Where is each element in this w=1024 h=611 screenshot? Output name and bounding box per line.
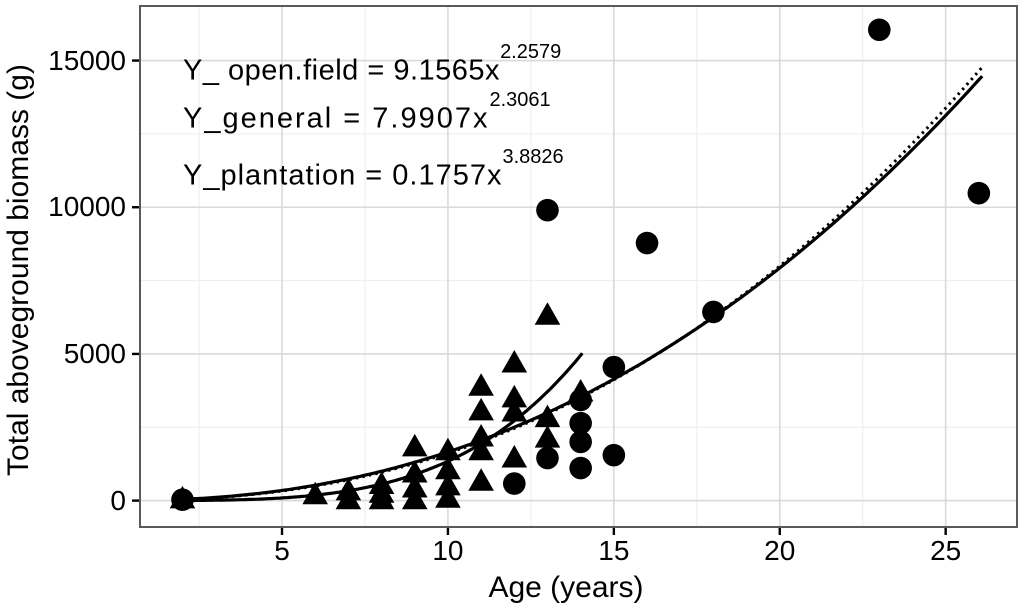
data-point-circle bbox=[569, 456, 592, 480]
y-tick-label: 0 bbox=[110, 484, 126, 516]
data-point-triangle bbox=[501, 384, 528, 408]
data-point-circle bbox=[569, 430, 592, 454]
data-point-circle bbox=[502, 472, 526, 495]
data-point-triangle bbox=[501, 350, 528, 373]
data-point-triangle bbox=[435, 472, 461, 496]
equation-open-field-exponent: 2.2579 bbox=[500, 41, 562, 63]
data-point-triangle bbox=[567, 379, 594, 402]
data-point-triangle bbox=[534, 404, 561, 428]
equation-general-body: Y_general = 7.9907x bbox=[183, 102, 490, 135]
x-tick-label: 20 bbox=[764, 535, 796, 566]
equation-general: Y_general = 7.9907x2.3061 bbox=[183, 89, 551, 136]
data-point-circle bbox=[967, 181, 991, 205]
x-tick-label: 15 bbox=[598, 535, 630, 566]
data-point-triangle bbox=[468, 397, 494, 421]
data-point-triangle bbox=[468, 437, 494, 461]
data-point-triangle bbox=[401, 433, 428, 457]
data-point-circle bbox=[536, 446, 559, 470]
data-point-triangle bbox=[401, 460, 428, 483]
data-point-triangle bbox=[401, 486, 428, 510]
data-point-triangle bbox=[534, 425, 561, 448]
data-point-triangle bbox=[501, 445, 528, 468]
data-point-circle bbox=[635, 231, 659, 255]
x-tick-label: 25 bbox=[930, 535, 962, 566]
x-tick-label: 10 bbox=[432, 535, 464, 566]
equation-plantation-exponent: 3.8826 bbox=[502, 146, 564, 168]
data-point-triangle bbox=[302, 481, 329, 505]
equation-open-field: Y_ open.field = 9.1565x2.2579 bbox=[183, 41, 561, 88]
data-point-triangle bbox=[468, 423, 494, 447]
y-tick-label: 5000 bbox=[63, 337, 126, 369]
data-point-triangle bbox=[335, 486, 362, 510]
data-point-triangle bbox=[169, 485, 196, 509]
equation-plantation-body: Y_plantation = 0.1757x bbox=[183, 159, 503, 192]
data-point-triangle bbox=[534, 302, 561, 325]
data-point-circle bbox=[602, 443, 626, 467]
data-point-circle bbox=[536, 198, 559, 222]
equation-general-exponent: 2.3061 bbox=[489, 89, 551, 111]
data-point-circle bbox=[867, 18, 891, 42]
data-point-triangle bbox=[468, 373, 494, 396]
data-point-triangle bbox=[501, 399, 528, 422]
data-point-circle bbox=[702, 300, 725, 324]
data-point-triangle bbox=[435, 485, 461, 508]
y-tick-label: 15000 bbox=[48, 44, 126, 76]
data-point-circle bbox=[569, 411, 592, 435]
data-point-triangle bbox=[435, 437, 461, 461]
data-point-circle bbox=[602, 355, 626, 379]
panel-border bbox=[139, 5, 1018, 528]
data-point-triangle bbox=[401, 474, 428, 498]
x-tick-label: 5 bbox=[274, 535, 290, 566]
data-point-triangle bbox=[435, 456, 461, 480]
x-axis-title: Age (years) bbox=[488, 571, 644, 604]
equation-open-field-body: Y_ open.field = 9.1565x bbox=[183, 54, 501, 87]
data-point-triangle bbox=[368, 486, 395, 510]
data-point-triangle bbox=[468, 468, 494, 491]
y-tick-label: 10000 bbox=[48, 191, 126, 223]
equation-plantation: Y_plantation = 0.1757x3.8826 bbox=[183, 146, 564, 193]
y-axis-title: Total aboveground biomass (g) bbox=[2, 64, 35, 476]
